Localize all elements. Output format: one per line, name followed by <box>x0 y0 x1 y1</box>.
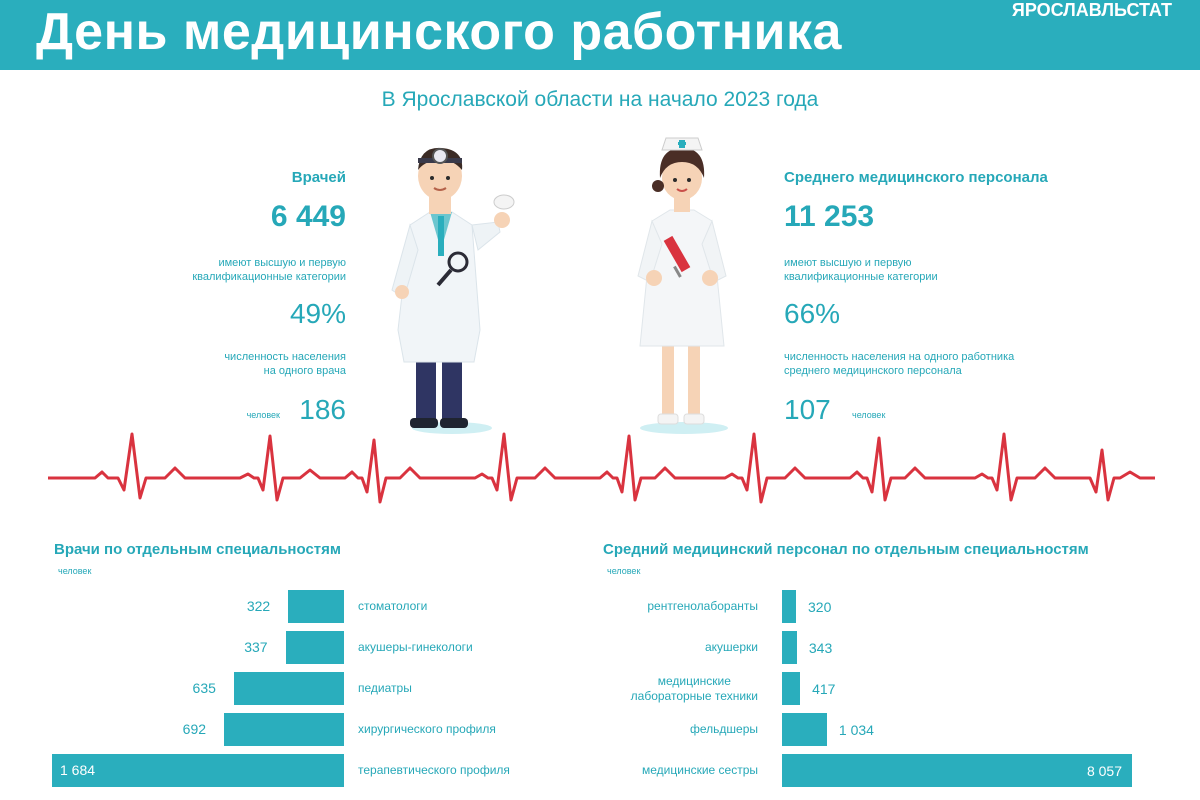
nurses-bar-category-line: фельдшеры <box>689 722 758 736</box>
nurses-bar-category-line: акушерки <box>705 640 758 654</box>
nurses-bar-category: рентгенолаборанты <box>647 599 758 614</box>
nurses-bar <box>782 631 797 664</box>
doctor-illustration <box>391 147 515 434</box>
doctors-bar <box>288 590 344 623</box>
doctors-bar-category: хирургического профиля <box>358 722 496 736</box>
ecg-line <box>48 432 1155 504</box>
doctors-label: Врачей <box>291 169 346 186</box>
doctors-bar-value: 337 <box>244 639 268 655</box>
doctors-bar <box>233 672 344 705</box>
nurses-bar-value: 8 057 <box>1086 763 1122 779</box>
doctors-bar <box>224 713 344 746</box>
nurses-bar-category-line: рентгенолаборанты <box>647 599 758 613</box>
nurse-illustration <box>637 137 728 434</box>
doctors-bar-category: педиатры <box>358 681 412 695</box>
nurses-bar <box>782 713 827 746</box>
doctors-chart-unit: человек <box>58 566 92 576</box>
nurses-bar-value: 1 034 <box>838 722 874 738</box>
nurses-count: 11 253 <box>784 200 875 233</box>
page-title: День медицинского работника <box>36 3 842 61</box>
doctors-bar-category: терапевтического профиля <box>358 763 510 777</box>
doctors-unit: человек <box>246 410 280 420</box>
nurses-label: Среднего медицинского персонала <box>784 169 1048 186</box>
nurses-chart-title: Средний медицинский персонал по отдельны… <box>603 541 1089 558</box>
nurses-bar-category: медицинские сестры <box>642 763 758 778</box>
nurses-qual-pct: 66% <box>784 298 841 329</box>
doctors-bar-category: стоматологи <box>358 599 428 613</box>
nurses-bar-category: фельдшеры <box>690 722 758 737</box>
doctors-bar-value: 1 684 <box>60 762 96 778</box>
brand-name: ЯРОСЛАВЛЬСТАТ <box>1011 0 1172 20</box>
nurses-bar <box>782 590 796 623</box>
nurses-bar-category-line: медицинские сестры <box>642 763 758 777</box>
doctors-bar <box>285 631 344 664</box>
doctors-bar-value: 635 <box>192 680 216 696</box>
nurses-bar-category: медицинские лабораторные техники <box>631 674 758 704</box>
doctors-chart-title: Врачи по отдельным специальностям <box>54 541 341 558</box>
nurses-qual-text-2: квалификационные категории <box>784 271 938 283</box>
doctors-bar-category: акушеры-гинекологи <box>358 640 473 654</box>
nurses-bar <box>782 672 801 705</box>
doctors-bar-value: 692 <box>182 721 207 737</box>
nurses-pop-text-1: численность населения на одного работник… <box>784 351 1015 363</box>
subtitle: В Ярославской области на начало 2023 год… <box>381 88 819 111</box>
nurses-chart-unit: человек <box>607 566 641 576</box>
doctors-qual-text-2: квалификационные категории <box>192 271 346 283</box>
nurses-bar-category-line: медицинские <box>657 674 731 688</box>
header-banner: День медицинского работника ЯРОСЛАВЛЬСТА… <box>0 0 1200 70</box>
nurses-unit: человек <box>852 410 886 420</box>
doctors-count: 6 449 <box>270 200 346 233</box>
doctors-bar-value: 322 <box>246 598 271 614</box>
nurses-pop-text-2: среднего медицинского персонала <box>784 365 962 377</box>
nurses-bar-category: акушерки <box>705 640 758 655</box>
nurses-bar-value: 320 <box>808 599 832 615</box>
nurses-bar-category-line: лабораторные техники <box>630 689 758 703</box>
nurses-bar <box>782 754 1132 787</box>
doctors-pop-value: 186 <box>299 394 346 425</box>
nurses-qual-text-1: имеют высшую и первую <box>784 257 912 269</box>
nurses-pop-value: 107 <box>784 394 831 425</box>
doctors-pop-text-2: на одного врача <box>263 365 346 377</box>
nurses-bar-value: 417 <box>812 681 836 697</box>
doctors-qual-pct: 49% <box>289 298 346 329</box>
doctors-qual-text-1: имеют высшую и первую <box>218 257 346 269</box>
nurses-bar-value: 343 <box>808 640 833 656</box>
doctors-pop-text-1: численность населения <box>224 351 346 363</box>
doctors-bar <box>52 754 344 787</box>
